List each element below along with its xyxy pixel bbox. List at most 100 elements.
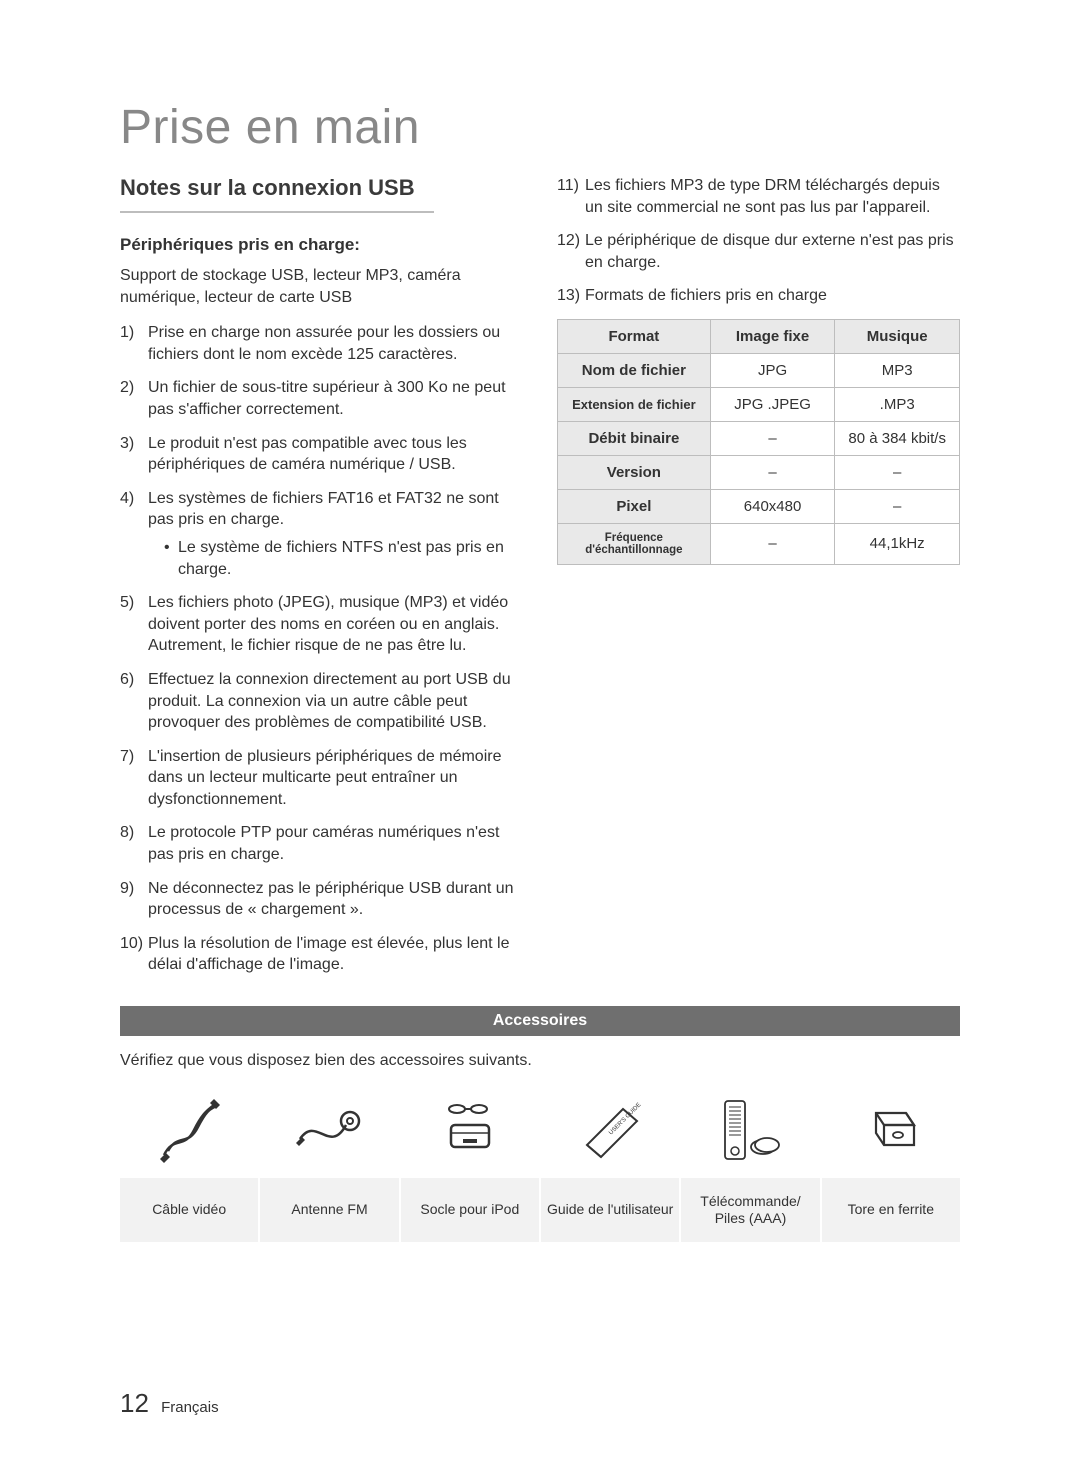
- sub-bullet-list: Le système de fichiers NTFS n'est pas pr…: [148, 537, 523, 580]
- list-item: 12)Le périphérique de disque dur externe…: [557, 230, 960, 273]
- table-row-header: Pixel: [558, 489, 711, 523]
- list-item-number: 3): [120, 433, 144, 455]
- accessory-label: Guide de l'utilisateur: [541, 1178, 679, 1242]
- list-item: 1)Prise en charge non assurée pour les d…: [120, 322, 523, 365]
- remote-batteries-icon: [681, 1082, 819, 1178]
- table-header-cell: Image fixe: [710, 319, 835, 353]
- list-item-text: Effectuez la connexion directement au po…: [148, 671, 511, 731]
- table-row: Extension de fichierJPG .JPEG.MP3: [558, 387, 960, 421]
- table-row-header: Fréquence d'échantillonnage: [558, 523, 711, 564]
- format-table: FormatImage fixeMusique Nom de fichierJP…: [557, 319, 960, 565]
- accessory-cell: Guide de l'utilisateur: [541, 1082, 681, 1242]
- list-item-text: Ne déconnectez pas le périphérique USB d…: [148, 880, 514, 919]
- section-heading: Notes sur la connexion USB: [120, 175, 434, 201]
- list-item-text: Le produit n'est pas compatible avec tou…: [148, 435, 467, 474]
- list-item-number: 4): [120, 488, 144, 510]
- accessory-cell: Télécommande/ Piles (AAA): [681, 1082, 821, 1242]
- list-item-number: 2): [120, 377, 144, 399]
- sub-list-item: Le système de fichiers NTFS n'est pas pr…: [164, 537, 523, 580]
- list-item: 13)Formats de fichiers pris en charge: [557, 285, 960, 307]
- list-item: 10)Plus la résolution de l'image est éle…: [120, 933, 523, 976]
- accessories-intro: Vérifiez que vous disposez bien des acce…: [120, 1052, 960, 1070]
- list-item-number: 5): [120, 592, 144, 614]
- accessory-label: Antenne FM: [260, 1178, 398, 1242]
- list-item-text: Un fichier de sous-titre supérieur à 300…: [148, 379, 506, 418]
- cable-video-icon: [120, 1082, 258, 1178]
- table-cell: 80 à 384 kbit/s: [835, 421, 960, 455]
- table-cell: –: [835, 489, 960, 523]
- table-cell: –: [710, 523, 835, 564]
- list-item-number: 7): [120, 746, 144, 768]
- two-column-layout: Notes sur la connexion USB Périphériques…: [120, 175, 960, 988]
- table-cell: JPG: [710, 353, 835, 387]
- table-cell: –: [835, 455, 960, 489]
- subheading: Périphériques pris en charge:: [120, 235, 523, 255]
- accessories-heading-bar: Accessoires: [120, 1006, 960, 1036]
- list-item-number: 12): [557, 230, 581, 252]
- accessory-cell: Câble vidéo: [120, 1082, 260, 1242]
- list-item: 3)Le produit n'est pas compatible avec t…: [120, 433, 523, 476]
- list-item-number: 11): [557, 175, 581, 197]
- left-column: Notes sur la connexion USB Périphériques…: [120, 175, 523, 988]
- list-item-number: 13): [557, 285, 581, 307]
- page-title: Prise en main: [120, 100, 960, 155]
- page-footer: 12 Français: [120, 1388, 219, 1419]
- list-item-number: 1): [120, 322, 144, 344]
- table-cell: –: [710, 421, 835, 455]
- list-item-number: 9): [120, 878, 144, 900]
- table-row: Débit binaire–80 à 384 kbit/s: [558, 421, 960, 455]
- user-guide-icon: [541, 1082, 679, 1178]
- table-row-header: Extension de fichier: [558, 387, 711, 421]
- list-item-text: L'insertion de plusieurs périphériques d…: [148, 748, 501, 808]
- list-item-text: Le protocole PTP pour caméras numériques…: [148, 824, 499, 863]
- list-item: 9)Ne déconnectez pas le périphérique USB…: [120, 878, 523, 921]
- intro-paragraph: Support de stockage USB, lecteur MP3, ca…: [120, 265, 523, 308]
- section-heading-wrap: Notes sur la connexion USB: [120, 175, 434, 213]
- list-item-text: Le périphérique de disque dur externe n'…: [585, 232, 954, 271]
- list-item-number: 6): [120, 669, 144, 691]
- table-row-header: Nom de fichier: [558, 353, 711, 387]
- list-item-number: 10): [120, 933, 144, 955]
- ferrite-core-icon: [822, 1082, 960, 1178]
- right-column: 11)Les fichiers MP3 de type DRM téléchar…: [557, 175, 960, 988]
- list-item-number: 8): [120, 822, 144, 844]
- accessory-cell: Tore en ferrite: [822, 1082, 960, 1242]
- accessory-label: Câble vidéo: [120, 1178, 258, 1242]
- list-item-text: Les fichiers photo (JPEG), musique (MP3)…: [148, 594, 508, 654]
- table-cell: JPG .JPEG: [710, 387, 835, 421]
- table-row: Version––: [558, 455, 960, 489]
- table-cell: .MP3: [835, 387, 960, 421]
- table-row-header: Version: [558, 455, 711, 489]
- list-item: 11)Les fichiers MP3 de type DRM téléchar…: [557, 175, 960, 218]
- list-item: 8)Le protocole PTP pour caméras numériqu…: [120, 822, 523, 865]
- table-header-cell: Format: [558, 319, 711, 353]
- accessory-label: Socle pour iPod: [401, 1178, 539, 1242]
- list-item: 2)Un fichier de sous-titre supérieur à 3…: [120, 377, 523, 420]
- list-item-text: Formats de fichiers pris en charge: [585, 287, 827, 304]
- accessory-label: Tore en ferrite: [822, 1178, 960, 1242]
- table-row: Pixel640x480–: [558, 489, 960, 523]
- manual-page: Prise en main Notes sur la connexion USB…: [0, 0, 1080, 1479]
- table-header-cell: Musique: [835, 319, 960, 353]
- ipod-dock-icon: [401, 1082, 539, 1178]
- list-item: 5)Les fichiers photo (JPEG), musique (MP…: [120, 592, 523, 657]
- list-item-text: Prise en charge non assurée pour les dos…: [148, 324, 500, 363]
- list-item-text: Les systèmes de fichiers FAT16 et FAT32 …: [148, 490, 499, 529]
- list-item: 6)Effectuez la connexion directement au …: [120, 669, 523, 734]
- list-item: 4)Les systèmes de fichiers FAT16 et FAT3…: [120, 488, 523, 580]
- page-language: Français: [161, 1399, 219, 1416]
- list-item-text: Plus la résolution de l'image est élevée…: [148, 935, 509, 974]
- numbered-list-left: 1)Prise en charge non assurée pour les d…: [120, 322, 523, 976]
- accessory-label: Télécommande/ Piles (AAA): [681, 1178, 819, 1242]
- table-row: Nom de fichierJPGMP3: [558, 353, 960, 387]
- list-item-text: Les fichiers MP3 de type DRM téléchargés…: [585, 177, 940, 216]
- accessory-cell: Antenne FM: [260, 1082, 400, 1242]
- accessories-grid: Câble vidéoAntenne FMSocle pour iPodGuid…: [120, 1082, 960, 1242]
- table-cell: 640x480: [710, 489, 835, 523]
- table-cell: –: [710, 455, 835, 489]
- accessory-cell: Socle pour iPod: [401, 1082, 541, 1242]
- antenna-fm-icon: [260, 1082, 398, 1178]
- page-number: 12: [120, 1388, 149, 1418]
- list-item: 7)L'insertion de plusieurs périphériques…: [120, 746, 523, 811]
- numbered-list-right: 11)Les fichiers MP3 de type DRM téléchar…: [557, 175, 960, 307]
